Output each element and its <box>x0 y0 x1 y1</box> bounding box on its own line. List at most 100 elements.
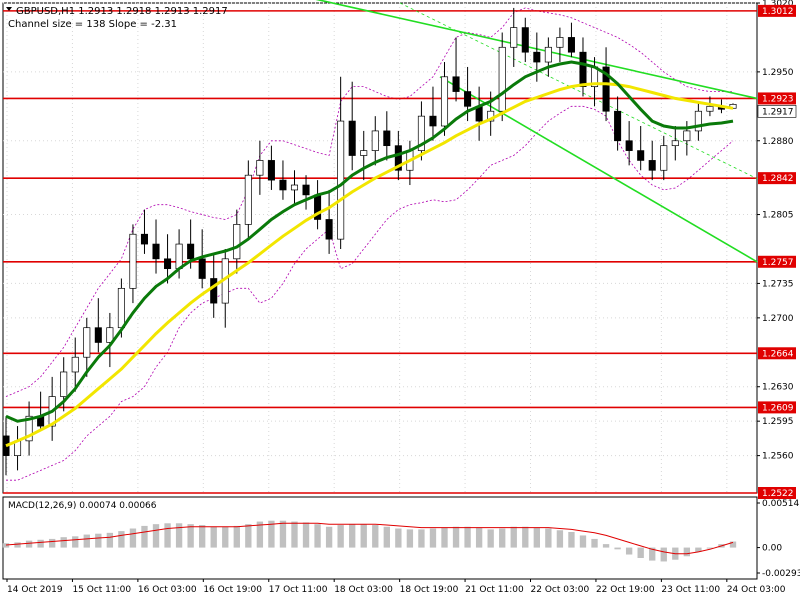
time-tick-label: 17 Oct 11:00 <box>269 585 328 595</box>
candle-body <box>337 120 345 240</box>
candle-body <box>267 160 275 181</box>
time-tick-label: 18 Oct 19:00 <box>400 585 459 595</box>
candle-body <box>440 76 449 127</box>
candle-body <box>567 37 575 53</box>
macd-tick-label: 0.00514 <box>762 499 799 509</box>
macd-histogram-bar <box>60 537 67 548</box>
channel-info: Channel size = 138 Slope = -2.31 <box>8 19 177 30</box>
price-tick-label: 1.2700 <box>762 314 794 324</box>
time-tick-label: 22 Oct 03:00 <box>531 585 590 595</box>
candle-body <box>394 145 402 171</box>
macd-histogram-bar <box>510 526 517 548</box>
macd-histogram-bar <box>268 520 275 548</box>
time-tick-label: 15 Oct 11:00 <box>72 585 131 595</box>
candle-body <box>106 327 114 343</box>
macd-axis: 0.00514 0.00 -0.00293 <box>757 499 800 579</box>
candle-body <box>602 66 610 112</box>
macd-histogram-bar <box>129 528 137 548</box>
fast-ma-line <box>5 60 734 423</box>
macd-histogram-bar <box>141 525 148 548</box>
bollinger-bands <box>5 7 734 481</box>
candle-body <box>360 150 368 156</box>
channel-lower-line <box>439 76 758 263</box>
candle-body <box>290 184 299 191</box>
macd-histogram-bar <box>233 525 240 548</box>
macd-signal-line <box>5 522 734 555</box>
candle-body <box>498 46 506 112</box>
level-price-box <box>758 401 796 414</box>
macd-histogram-bar <box>48 538 56 548</box>
candle-body <box>371 130 379 151</box>
level-price-box <box>758 172 796 185</box>
macd-histogram-bar <box>152 524 160 548</box>
macd-label: MACD(12,26,9) 0.00074 0.00066 <box>8 501 157 511</box>
candle-body <box>521 27 529 53</box>
macd-tick-label: -0.00293 <box>762 569 800 579</box>
candle-body <box>452 76 460 92</box>
macd-histogram-bar <box>14 542 21 548</box>
level-price-label: 1.2757 <box>762 258 794 268</box>
time-tick-label: 14 Oct 2019 <box>7 585 63 595</box>
candle-body <box>671 140 679 147</box>
candle-body <box>152 243 160 260</box>
macd-histogram-bar <box>579 535 587 548</box>
macd-histogram-bar <box>614 547 621 550</box>
time-tick-label: 22 Oct 19:00 <box>596 585 655 595</box>
macd-histogram-bar <box>695 547 702 552</box>
level-price-label: 1.2609 <box>762 403 794 413</box>
macd-histogram-bar <box>37 539 44 548</box>
symbol-info: GBPUSD,H1 1.2913 1.2918 1.2913 1.2917 <box>16 6 228 17</box>
price-tick-label: 1.2805 <box>762 211 794 221</box>
macd-histogram-bar <box>649 547 656 561</box>
trend-channel <box>315 0 758 263</box>
macd-histogram-bar <box>83 534 90 548</box>
macd-histogram-bar <box>660 547 667 562</box>
macd-histogram-bar <box>256 521 264 548</box>
candle-body <box>140 233 148 245</box>
price-tick-label: 1.2735 <box>762 279 794 289</box>
candle-body <box>129 233 137 289</box>
macd-histogram-bar <box>395 528 402 548</box>
macd-histogram-bar <box>245 524 252 548</box>
candle-body <box>637 150 645 161</box>
candle-body <box>117 287 125 329</box>
price-tick-label: 1.2880 <box>762 137 794 147</box>
candle-body <box>83 327 91 358</box>
macd-histogram-bar <box>291 521 298 548</box>
macd-histogram-bar <box>683 547 691 557</box>
level-price-box <box>758 4 796 17</box>
macd-panel <box>2 520 737 562</box>
time-axis: 14 Oct 2019 15 Oct 11:00 16 Oct 03:00 16 Oc… <box>6 579 786 595</box>
macd-panel-frame <box>2 496 758 580</box>
macd-histogram-bar <box>499 528 506 548</box>
candle-body <box>533 51 541 63</box>
candle-body <box>210 278 218 304</box>
slow-ma-line <box>5 82 734 448</box>
macd-histogram-bar <box>464 526 471 548</box>
level-price-box <box>758 347 796 360</box>
candle-body <box>325 219 333 240</box>
macd-histogram-bar <box>302 522 310 548</box>
macd-histogram-bar <box>118 531 125 548</box>
level-price-label: 1.2664 <box>762 349 794 359</box>
macd-histogram-bar <box>199 525 206 548</box>
price-tick-label: 1.2950 <box>762 68 794 78</box>
macd-histogram-bar <box>637 547 644 558</box>
macd-histogram-bar <box>441 527 448 548</box>
macd-histogram-bar <box>729 541 737 548</box>
level-price-box <box>758 255 796 268</box>
time-tick-label: 21 Oct 11:00 <box>465 585 524 595</box>
macd-histogram-bar <box>279 520 287 548</box>
moving-averages <box>5 60 734 448</box>
time-tick-label: 18 Oct 03:00 <box>334 585 393 595</box>
time-tick-label: 24 Oct 03:00 <box>727 585 786 595</box>
level-price-label: 1.2842 <box>762 174 794 184</box>
time-tick-label: 23 Oct 11:00 <box>661 585 720 595</box>
candle-body <box>417 115 425 151</box>
macd-histogram-bar <box>429 528 437 548</box>
macd-histogram-bar <box>187 524 194 548</box>
macd-histogram-bar <box>383 526 390 548</box>
macd-histogram-bar <box>164 523 171 548</box>
candle-body <box>648 160 656 171</box>
candle-body <box>175 243 183 270</box>
